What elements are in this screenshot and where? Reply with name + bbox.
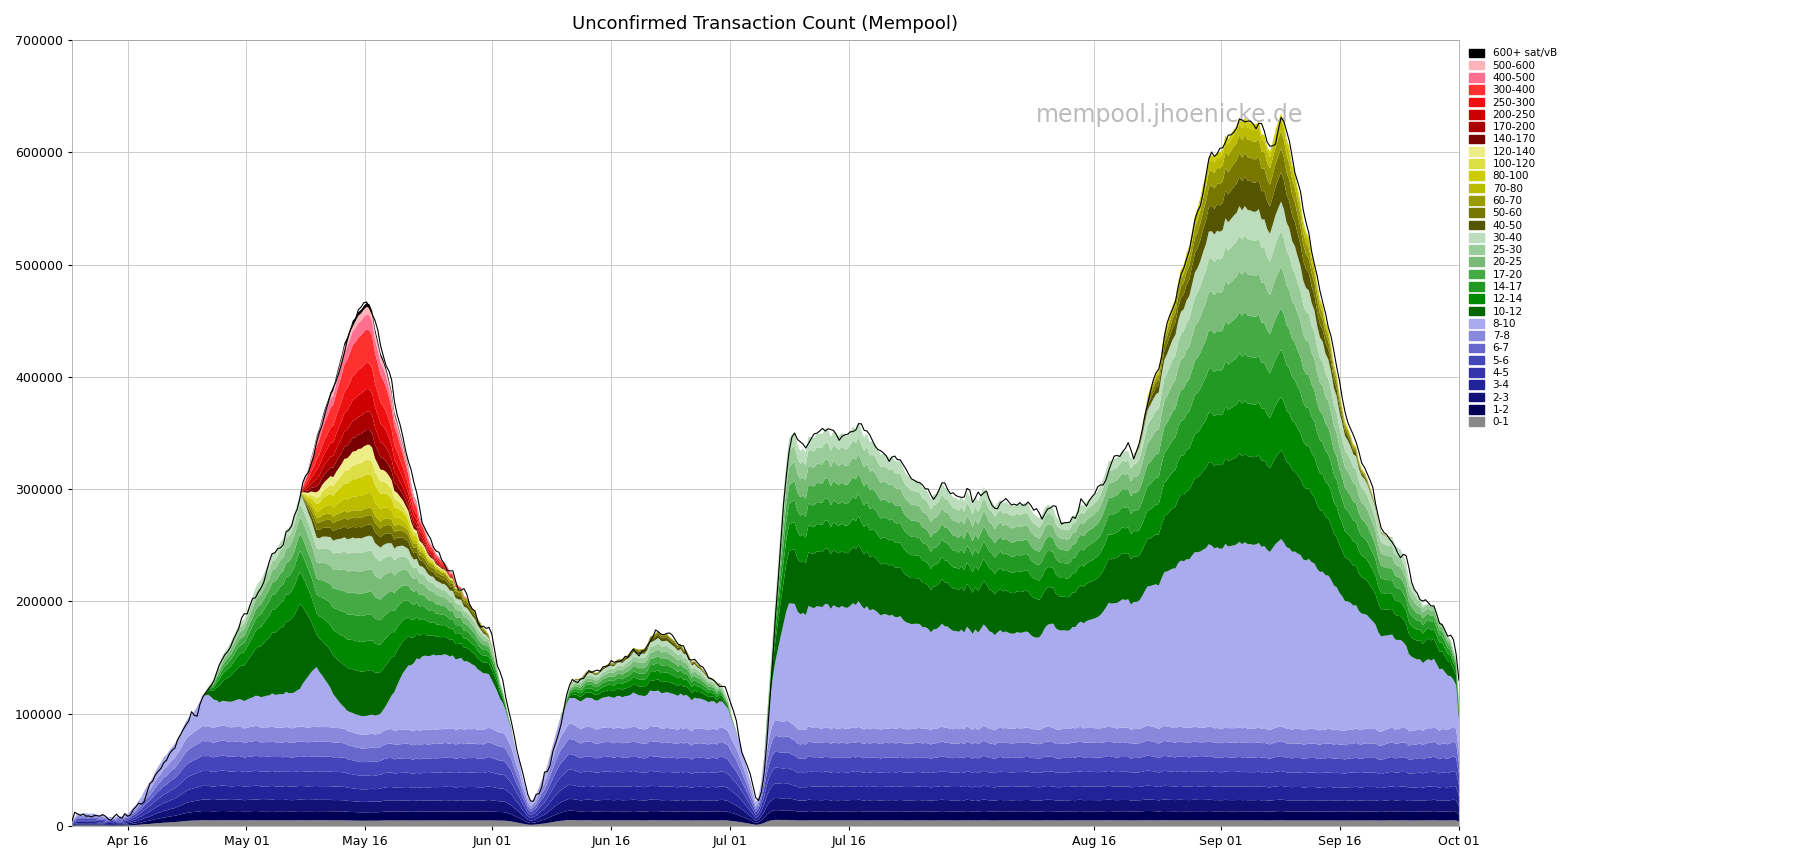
Title: Unconfirmed Transaction Count (Mempool): Unconfirmed Transaction Count (Mempool) (572, 15, 958, 33)
Text: mempool.jhoenicke.de: mempool.jhoenicke.de (1037, 103, 1303, 127)
Legend: 600+ sat/vB, 500-600, 400-500, 300-400, 250-300, 200-250, 170-200, 140-170, 120-: 600+ sat/vB, 500-600, 400-500, 300-400, … (1465, 46, 1561, 431)
